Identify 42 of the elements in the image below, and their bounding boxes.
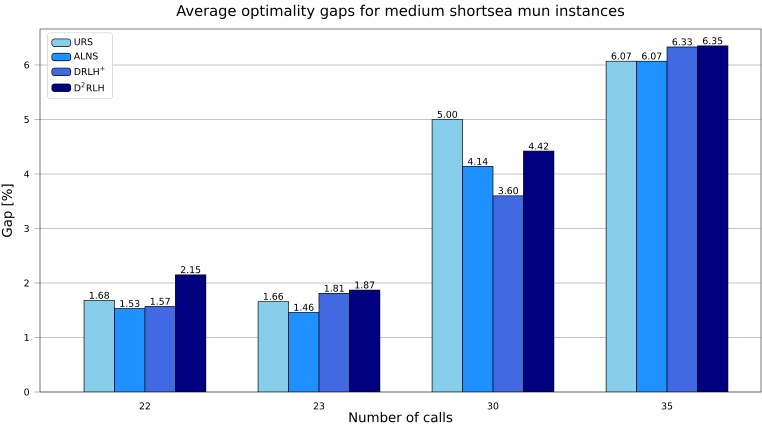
y-tick-label: 2 (24, 280, 29, 286)
bar (318, 293, 350, 392)
x-tick-label: 23 (314, 402, 324, 410)
y-tick-label: 3 (24, 224, 29, 232)
bar (144, 306, 176, 392)
data-label: 1.57 (150, 298, 170, 305)
data-label: 1.81 (324, 284, 344, 292)
data-label: 1.46 (294, 304, 314, 311)
y-tick-label: 4 (24, 170, 30, 178)
data-label: 1.66 (264, 292, 284, 300)
data-label: 4.42 (528, 142, 548, 150)
legend-label: URS (74, 38, 92, 46)
bar (492, 195, 524, 392)
data-label: 6.35 (702, 37, 722, 44)
legend-label: ALNS (74, 52, 98, 60)
data-label: 6.33 (672, 38, 692, 46)
x-axis-title: Number of calls (349, 412, 452, 422)
y-tick-label: 1 (24, 334, 29, 341)
data-label: 6.07 (612, 52, 631, 60)
data-label: 6.07 (642, 52, 662, 60)
y-axis-title: Gap [%] (2, 184, 15, 237)
legend-label: D$^{2}$RLH (74, 82, 104, 92)
data-label: 1.87 (355, 281, 374, 288)
bar (523, 150, 554, 392)
data-label: 5.00 (438, 110, 458, 118)
bar (697, 46, 728, 392)
y-tick-label: 6 (24, 61, 30, 68)
bar (175, 274, 206, 392)
data-label: 4.14 (468, 158, 488, 165)
data-label: 2.15 (180, 266, 200, 274)
y-tick-label: 0 (24, 388, 29, 396)
chart-title: Average optimality gaps for medium shortsea mun instances (176, 4, 624, 19)
x-tick-label: 22 (140, 402, 150, 410)
x-tick-label: 30 (488, 402, 498, 410)
data-label: 1.68 (90, 292, 110, 299)
bar (666, 46, 698, 392)
data-label: 3.60 (498, 187, 518, 194)
x-tick-label: 35 (662, 402, 672, 410)
bar (349, 290, 380, 392)
y-tick-label: 5 (24, 116, 29, 123)
legend-label: DRLH$^{+}$ (74, 66, 105, 75)
data-label: 1.53 (120, 300, 140, 307)
